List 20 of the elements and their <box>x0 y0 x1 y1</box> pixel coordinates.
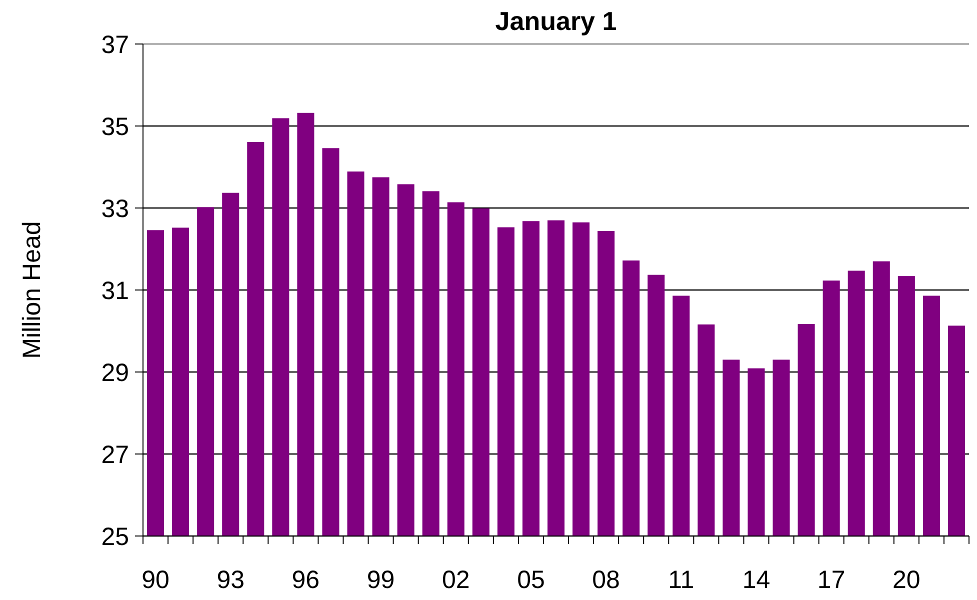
y-tick-label: 31 <box>101 276 129 305</box>
y-tick-label: 35 <box>101 112 129 141</box>
x-tick-label: 11 <box>668 566 694 594</box>
y-axis-title: Million Head <box>18 221 46 359</box>
x-tick-label: 17 <box>817 566 846 594</box>
y-tick-label: 29 <box>101 358 129 387</box>
x-tick-label: 08 <box>592 566 620 594</box>
chart-title: January 1 <box>495 6 617 36</box>
x-tick-label: 90 <box>142 566 170 594</box>
x-tick-label: 14 <box>742 566 770 594</box>
x-tick-label: 99 <box>366 566 395 594</box>
y-tick-label: 33 <box>101 194 129 223</box>
y-tick-label: 25 <box>101 522 129 551</box>
y-tick-label: 37 <box>101 30 129 59</box>
x-tick-label: 20 <box>892 566 920 594</box>
x-tick-label: 02 <box>442 566 470 594</box>
x-tick-label: 96 <box>292 566 320 594</box>
y-tick-label: 27 <box>101 440 129 469</box>
x-tick-label: 05 <box>517 566 545 594</box>
x-tick-label: 93 <box>216 566 245 594</box>
